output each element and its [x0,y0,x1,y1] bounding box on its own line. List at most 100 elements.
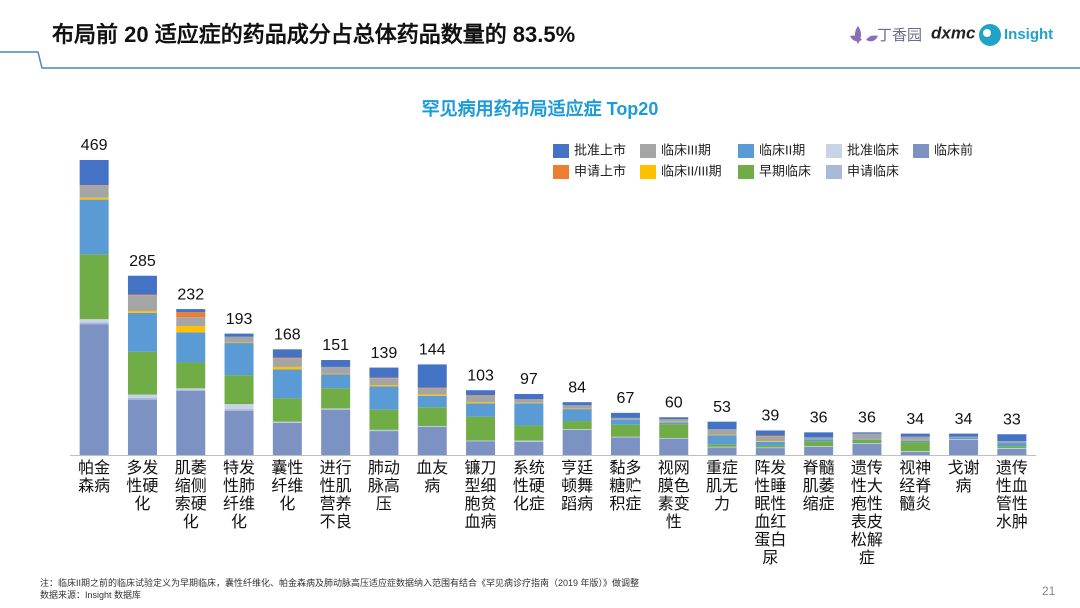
bar-segment [321,409,351,455]
bar-segment [900,451,930,452]
total-label: 469 [81,137,108,154]
source: 数据来源：Insight 数据库 [40,590,142,600]
x-tick-label: 血友病 [416,460,449,495]
bar-segment [466,416,496,441]
bar-segment [949,439,979,455]
total-label: 39 [761,408,779,425]
bar-segment [562,421,592,430]
bar-segment [79,324,109,455]
page-number: 21 [1042,584,1056,598]
bar-segment [707,421,737,430]
bar-segment [610,437,640,455]
bar-segment [562,402,592,406]
x-tick-label: 遗传性血管性水肿 [995,460,1028,531]
bar-segment [127,351,157,395]
bar-segment [997,446,1027,449]
bar-segment [79,322,109,325]
x-tick-label: 视神经脊髓炎 [899,460,932,513]
bar-segment [369,385,399,387]
bar-segment [466,395,496,396]
title-rule [0,51,1080,69]
legend-swatch [826,165,842,179]
bar-segment [466,390,496,396]
bar-segment [755,435,785,437]
bar-segment [610,412,640,418]
x-tick-label: 囊性纤维化 [271,460,304,513]
bar-segment [321,366,351,374]
bar-segment [224,343,254,376]
bar-segment [176,309,206,313]
bar-segment [804,432,834,438]
bar-segment [321,373,351,375]
total-label: 103 [467,367,494,384]
bar-segment [804,437,834,440]
bar-segment [997,443,1027,447]
bar-segment [176,362,206,389]
bar-segment [755,430,785,436]
bar-segment [369,431,399,455]
bar-segment [176,312,206,318]
x-tick-label: 重症肌无力 [706,460,739,513]
bar-segment [369,377,399,379]
bar-segment [224,404,254,410]
bar-segment [900,439,930,441]
bar-segment [466,402,496,404]
bar-segment [127,397,157,400]
bar-segment [176,389,206,391]
total-label: 33 [1003,411,1021,428]
bar-segment [79,185,109,186]
bar-segment [466,441,496,455]
bar-segment [707,446,737,448]
bar-segment [369,429,399,431]
bar-segment [127,312,157,352]
bar-segment [466,395,496,403]
x-tick-label: 镰刀型细胞贫血病 [464,460,497,531]
bar-segment [659,419,689,422]
total-label: 193 [226,311,253,328]
bar-segment [369,378,399,386]
bar-segment [272,357,302,359]
bar-segment [224,333,254,337]
bar-segment [417,394,447,396]
bar-segment [272,366,302,370]
logo-insight: Insight [979,24,1053,46]
bar-segment [272,369,302,399]
bar-segment [417,426,447,427]
bar-segment [272,358,302,367]
bar-segment [707,447,737,455]
bar-segment [127,399,157,455]
bar-segment [514,393,544,400]
bar-segment [321,374,351,389]
bar-segment [272,349,302,358]
legend-label: 申请上市 [574,163,626,178]
bar-segment [755,441,785,442]
bar-segment [900,451,930,455]
bar-segment [224,410,254,455]
bar-segment [755,441,785,446]
total-label: 232 [177,286,204,303]
bar-segment [514,399,544,403]
bar-segment [900,436,930,440]
bar-segment [224,336,254,343]
bar-segment [852,439,882,440]
bar-segment [852,433,882,440]
bar-segment [852,439,882,444]
bar-segment [466,440,496,442]
legend-swatch [826,144,842,158]
x-tick-label: 视网膜色素变性 [657,460,690,531]
bar-segment [610,424,640,437]
x-tick-label: 特发性肺纤维化 [223,460,256,531]
total-label: 67 [617,390,635,407]
bar-segment [272,422,302,423]
bar-segment [514,441,544,455]
total-label: 139 [371,345,398,362]
bar-segment [659,422,689,425]
bar-segment [369,386,399,410]
total-label: 34 [906,411,924,428]
legend-swatch [640,165,656,179]
chart-title: 罕见病用药布局适应症 Top20 [422,98,659,119]
legend-swatch [738,144,754,158]
bar-segment [321,409,351,410]
legend-label: 申请临床 [847,163,899,178]
bar-segment [707,435,737,445]
